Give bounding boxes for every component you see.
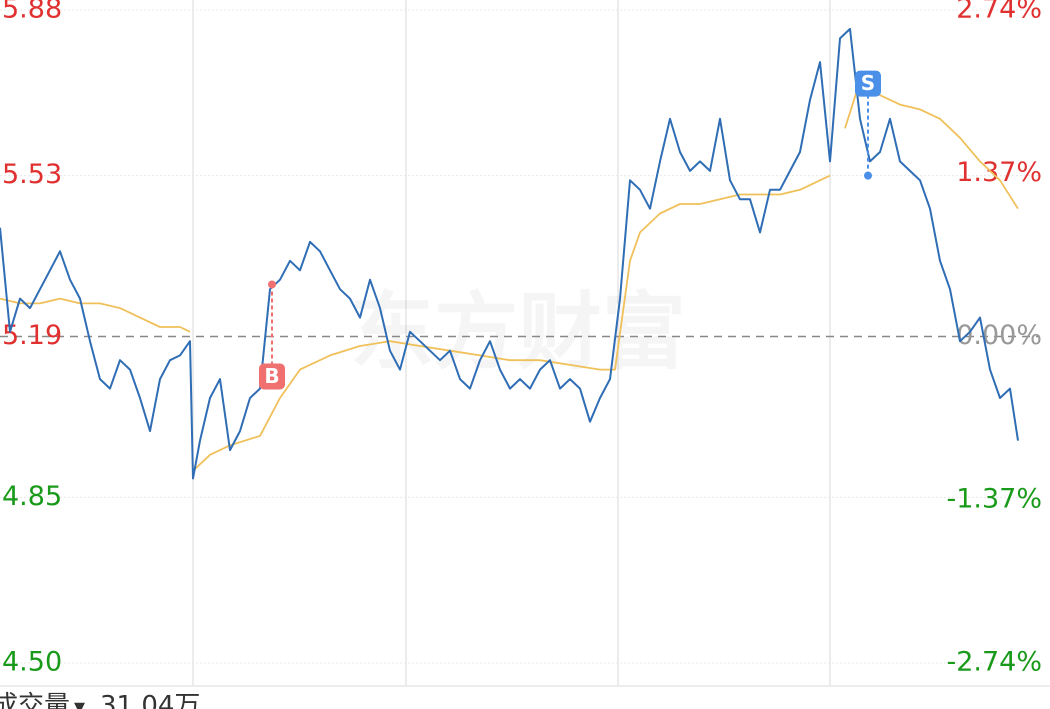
y-tick-label: 4.50 <box>2 647 62 678</box>
y2-tick-label: 1.37% <box>956 157 1042 188</box>
y-tick-label: 4.85 <box>2 481 62 512</box>
trade-marker <box>268 280 276 289</box>
watermark: 东方财富 <box>350 283 686 381</box>
y-tick-label: 5.88 <box>2 0 62 25</box>
y2-tick-label: 0.00% <box>956 320 1042 351</box>
marker-badge <box>855 70 881 97</box>
marker-label: B <box>264 364 279 388</box>
price-line <box>0 27 1019 480</box>
dropdown-icon: ▾ <box>74 695 85 709</box>
y-tick-label: 5.53 <box>2 159 62 190</box>
trade-marker <box>864 171 872 180</box>
volume-value: 31.04万 <box>100 691 200 709</box>
y2-tick-label: -2.74% <box>946 647 1042 678</box>
marker-badge <box>259 363 285 390</box>
y-tick-label: 5.19 <box>2 320 62 351</box>
volume-label: 成交量 <box>0 691 70 709</box>
marker-label: S <box>861 71 875 95</box>
y2-tick-label: 2.74% <box>956 0 1042 25</box>
y2-tick-label: -1.37% <box>946 483 1042 514</box>
